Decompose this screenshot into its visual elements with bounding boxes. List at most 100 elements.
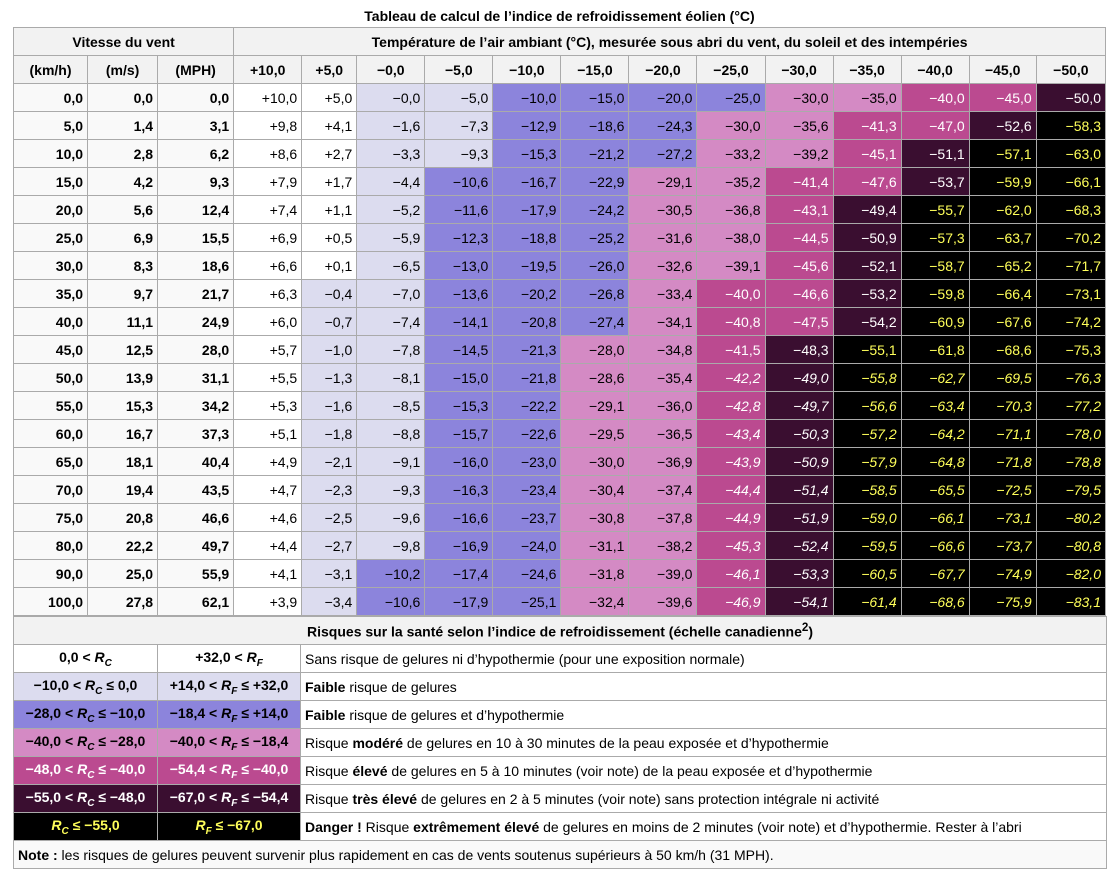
windchill-cell: +2,7 bbox=[301, 139, 358, 168]
note: Note : les risques de gelures peuvent su… bbox=[12, 840, 1108, 869]
windchill-cell: −60,9 bbox=[900, 307, 970, 336]
windchill-cell: +9,8 bbox=[233, 111, 303, 140]
windchill-cell: −55,1 bbox=[832, 335, 902, 364]
windchill-cell: −34,8 bbox=[628, 335, 698, 364]
windchill-cell: −64,2 bbox=[900, 419, 970, 448]
windchill-cell: −17,9 bbox=[492, 195, 562, 224]
speed-kmh-cell: 90,0 bbox=[12, 559, 89, 588]
windchill-cell: −31,8 bbox=[560, 559, 630, 588]
windchill-cell: −78,8 bbox=[1035, 447, 1107, 476]
windchill-cell: −61,4 bbox=[832, 587, 902, 616]
windchill-cell: −7,0 bbox=[356, 279, 426, 308]
windchill-cell: −21,2 bbox=[560, 139, 630, 168]
windchill-cell: −80,8 bbox=[1035, 531, 1107, 560]
windchill-cell: −51,9 bbox=[764, 503, 834, 532]
windchill-cell: −22,9 bbox=[560, 167, 630, 196]
windchill-cell: −22,2 bbox=[492, 391, 562, 420]
temp-header: −0,0 bbox=[356, 55, 426, 84]
speed-mph-cell: 49,7 bbox=[157, 531, 235, 560]
windchill-cell: −72,5 bbox=[968, 475, 1037, 504]
windchill-cell: −15,0 bbox=[560, 83, 630, 112]
windchill-cell: −77,2 bbox=[1035, 391, 1107, 420]
speed-kmh-cell: 45,0 bbox=[12, 335, 89, 364]
windchill-cell: −36,0 bbox=[628, 391, 698, 420]
unit-header: (km/h) bbox=[12, 55, 89, 84]
windchill-cell: −63,0 bbox=[1035, 139, 1107, 168]
windchill-cell: −17,4 bbox=[424, 559, 494, 588]
windchill-cell: −54,1 bbox=[764, 587, 834, 616]
windchill-cell: −45,6 bbox=[764, 251, 834, 280]
windchill-cell: +4,7 bbox=[233, 475, 303, 504]
speed-ms-cell: 18,1 bbox=[87, 447, 159, 476]
windchill-cell: −66,6 bbox=[900, 531, 970, 560]
table-row: 50,0 13,9 31,1 +5,5 −1,3 −8,1 −15,0 −21,8 −28,6−… bbox=[12, 363, 1107, 392]
windchill-cell: −24,3 bbox=[628, 111, 698, 140]
windchill-cell: −66,1 bbox=[1035, 167, 1107, 196]
windchill-cell: −11,6 bbox=[424, 195, 494, 224]
windchill-cell: −53,7 bbox=[900, 167, 970, 196]
windchill-cell: −37,8 bbox=[628, 503, 698, 532]
windchill-cell: −31,1 bbox=[560, 531, 630, 560]
risk-rc-range: −48,0 < RC ≤ −40,0 bbox=[13, 756, 158, 785]
windchill-cell: −50,9 bbox=[832, 223, 902, 252]
windchill-cell: −32,4 bbox=[560, 587, 630, 616]
risk-rc-range: −28,0 < RC ≤ −10,0 bbox=[13, 700, 158, 729]
temp-header: −5,0 bbox=[424, 55, 494, 84]
windchill-cell: −15,3 bbox=[492, 139, 562, 168]
speed-kmh-cell: 5,0 bbox=[12, 111, 89, 140]
windchill-cell: −52,1 bbox=[832, 251, 902, 280]
windchill-cell: −44,4 bbox=[696, 475, 766, 504]
temp-header: −10,0 bbox=[492, 55, 562, 84]
windchill-cell: −80,2 bbox=[1035, 503, 1107, 532]
windchill-cell: −30,4 bbox=[560, 475, 630, 504]
windchill-cell: −71,1 bbox=[968, 419, 1037, 448]
windchill-cell: −67,6 bbox=[968, 307, 1037, 336]
windchill-cell: −54,2 bbox=[832, 307, 902, 336]
temp-group-header: Température de l’air ambiant (°C), mesur… bbox=[233, 27, 1106, 56]
windchill-cell: −48,3 bbox=[764, 335, 834, 364]
windchill-cell: −34,1 bbox=[628, 307, 698, 336]
windchill-cell: −51,4 bbox=[764, 475, 834, 504]
speed-mph-cell: 21,7 bbox=[157, 279, 235, 308]
temp-header: −30,0 bbox=[764, 55, 834, 84]
risk-description: Danger ! Risque extrêmement élevé de gel… bbox=[299, 812, 1108, 841]
windchill-cell: −49,4 bbox=[832, 195, 902, 224]
windchill-cell: −9,8 bbox=[356, 531, 426, 560]
windchill-cell: −30,0 bbox=[560, 447, 630, 476]
speed-kmh-cell: 15,0 bbox=[12, 167, 89, 196]
windchill-cell: +7,9 bbox=[233, 167, 303, 196]
windchill-cell: +7,4 bbox=[233, 195, 303, 224]
temp-header: −35,0 bbox=[832, 55, 902, 84]
windchill-cell: −29,5 bbox=[560, 419, 630, 448]
windchill-cell: −53,3 bbox=[764, 559, 834, 588]
windchill-cell: −9,3 bbox=[356, 475, 426, 504]
speed-ms-cell: 19,4 bbox=[87, 475, 159, 504]
windchill-cell: −57,1 bbox=[968, 139, 1037, 168]
windchill-cell: −47,5 bbox=[764, 307, 834, 336]
windchill-cell: −28,0 bbox=[560, 335, 630, 364]
windchill-cell: −6,5 bbox=[356, 251, 426, 280]
windchill-cell: −26,0 bbox=[560, 251, 630, 280]
windchill-cell: −55,7 bbox=[900, 195, 970, 224]
note-row: Note : les risques de gelures peuvent su… bbox=[12, 840, 1108, 869]
risk-description: Faible risque de gelures bbox=[299, 672, 1108, 701]
windchill-cell: −36,9 bbox=[628, 447, 698, 476]
windchill-cell: −19,5 bbox=[492, 251, 562, 280]
table-row: 40,0 11,1 24,9 +6,0 −0,7 −7,4 −14,1 −20,8 −27,4−… bbox=[12, 307, 1107, 336]
windchill-cell: −46,9 bbox=[696, 587, 766, 616]
speed-mph-cell: 12,4 bbox=[157, 195, 235, 224]
speed-kmh-cell: 35,0 bbox=[12, 279, 89, 308]
windchill-cell: +5,0 bbox=[301, 83, 358, 112]
risk-rf-range: −67,0 < RF ≤ −54,4 bbox=[157, 784, 301, 813]
windchill-cell: −14,5 bbox=[424, 335, 494, 364]
speed-ms-cell: 16,7 bbox=[87, 419, 159, 448]
table-row: 35,0 9,7 21,7 +6,3 −0,4 −7,0 −13,6 −20,2 −26,8 −3… bbox=[12, 279, 1107, 308]
speed-kmh-cell: 25,0 bbox=[12, 223, 89, 252]
windchill-cell: −2,3 bbox=[301, 475, 358, 504]
windchill-cell: −28,6 bbox=[560, 363, 630, 392]
windchill-cell: −63,4 bbox=[900, 391, 970, 420]
windchill-cell: −44,9 bbox=[696, 503, 766, 532]
windchill-cell: −0,0 bbox=[356, 83, 426, 112]
windchill-cell: −8,5 bbox=[356, 391, 426, 420]
speed-mph-cell: 62,1 bbox=[157, 587, 235, 616]
